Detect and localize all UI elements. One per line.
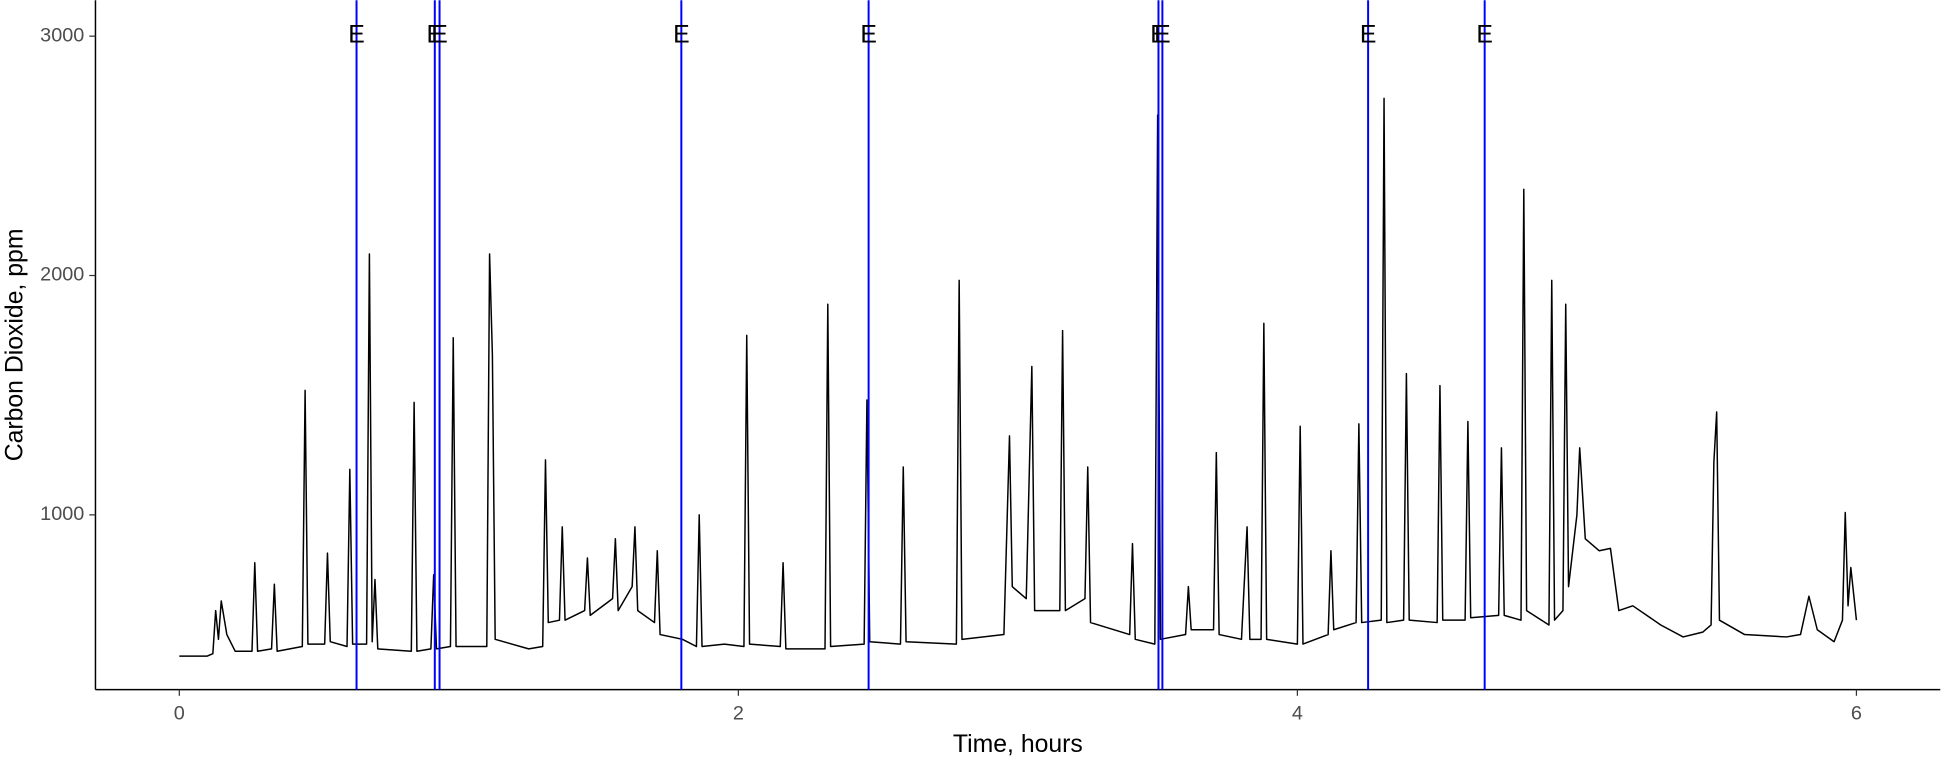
event-label: E [348,22,365,49]
event-label: E [673,22,690,49]
event-label: E [1476,22,1493,49]
y-tick-label: 3000 [40,24,84,46]
y-tick-label: 1000 [40,503,84,525]
x-tick-label: 2 [733,703,744,725]
event-label: E [1154,22,1171,49]
x-tick-label: 6 [1851,703,1862,725]
x-axis-title: Time, hours [953,731,1083,758]
co2-line [179,97,1858,657]
event-label: E [1360,22,1377,49]
x-tick-label: 4 [1292,703,1303,725]
x-tick-label: 0 [174,703,185,725]
y-axis-title: Carbon Dioxide, ppm [2,229,29,462]
y-tick-label: 2000 [40,264,84,286]
event-label: E [860,22,877,49]
event-label: E [431,22,448,49]
